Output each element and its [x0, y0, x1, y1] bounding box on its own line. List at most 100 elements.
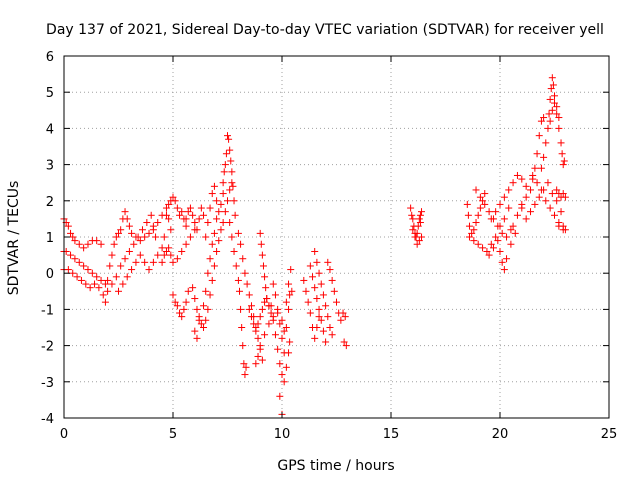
data-point [472, 186, 480, 194]
data-point [535, 132, 543, 140]
data-point [513, 211, 521, 219]
data-point [319, 327, 327, 335]
data-point [222, 150, 230, 158]
y-tick-label: -1 [41, 303, 54, 318]
data-point [197, 204, 205, 212]
data-point [414, 222, 422, 230]
data-point [553, 197, 561, 205]
data-point [313, 295, 321, 303]
data-point [125, 222, 133, 230]
data-point [119, 280, 127, 288]
data-point [498, 229, 506, 237]
data-point [328, 276, 336, 284]
data-point [522, 182, 530, 190]
data-point [271, 331, 279, 339]
data-point [324, 313, 332, 321]
data-point [551, 211, 558, 219]
y-tick-label: -3 [41, 376, 54, 391]
data-point [117, 262, 125, 270]
data-point [215, 237, 223, 245]
data-point [171, 298, 179, 306]
x-axis-label: GPS time / hours [277, 458, 394, 474]
data-point [317, 280, 325, 288]
data-point [542, 139, 550, 147]
data-point [324, 258, 332, 266]
data-point [158, 258, 166, 266]
data-point [184, 208, 192, 216]
data-point [191, 327, 199, 335]
data-point [202, 287, 210, 295]
data-point [173, 204, 181, 212]
data-point [178, 208, 186, 216]
data-point [176, 211, 184, 219]
data-point [522, 215, 530, 223]
y-tick-label: 1 [46, 231, 54, 246]
data-point [232, 262, 240, 270]
data-point [141, 233, 149, 241]
data-point [182, 215, 190, 223]
data-point [559, 190, 567, 198]
data-point [197, 320, 205, 328]
data-point [221, 161, 229, 169]
data-point [104, 287, 112, 295]
data-point [75, 240, 83, 248]
data-point [121, 208, 129, 216]
data-point [545, 110, 553, 118]
data-point [165, 215, 173, 223]
data-point [82, 280, 90, 288]
data-point [317, 316, 325, 324]
data-point [416, 219, 424, 227]
data-point [547, 85, 555, 93]
data-point [505, 186, 513, 194]
data-point [210, 182, 218, 190]
data-point [472, 219, 480, 227]
y-tick-label: 5 [46, 86, 54, 101]
data-point [160, 251, 168, 259]
data-point [202, 316, 210, 324]
data-point [132, 258, 140, 266]
data-point [208, 276, 216, 284]
data-point [258, 305, 266, 313]
data-point [311, 247, 319, 255]
data-point [234, 276, 242, 284]
data-point [551, 92, 558, 100]
data-point [154, 219, 162, 227]
data-point [326, 266, 334, 274]
data-point [75, 258, 83, 266]
data-point [341, 313, 349, 321]
data-point [239, 342, 247, 350]
data-point [540, 153, 548, 161]
data-point [173, 302, 181, 310]
data-point [229, 182, 237, 190]
data-point [193, 305, 201, 313]
x-tick-label: 25 [601, 427, 618, 442]
data-point [162, 247, 170, 255]
data-point [558, 150, 566, 158]
data-point [280, 327, 288, 335]
data-point [474, 240, 482, 248]
data-point [265, 320, 273, 328]
data-point [322, 302, 330, 310]
data-point [285, 280, 293, 288]
data-point [548, 74, 556, 82]
data-point [494, 222, 502, 230]
data-point [468, 229, 476, 237]
data-point [228, 168, 236, 176]
data-point [136, 237, 144, 245]
x-tick-label: 15 [383, 427, 400, 442]
data-point [276, 392, 284, 400]
data-point [492, 208, 500, 216]
data-point [276, 360, 284, 368]
data-point [180, 305, 188, 313]
data-point [97, 240, 105, 248]
data-point [464, 211, 472, 219]
data-point [322, 338, 330, 346]
data-point [549, 81, 557, 89]
data-point [500, 266, 508, 274]
data-point [280, 378, 288, 386]
data-point [189, 284, 197, 292]
data-point [152, 233, 160, 241]
data-point [247, 302, 255, 310]
data-point [69, 269, 77, 277]
data-point [257, 240, 265, 248]
